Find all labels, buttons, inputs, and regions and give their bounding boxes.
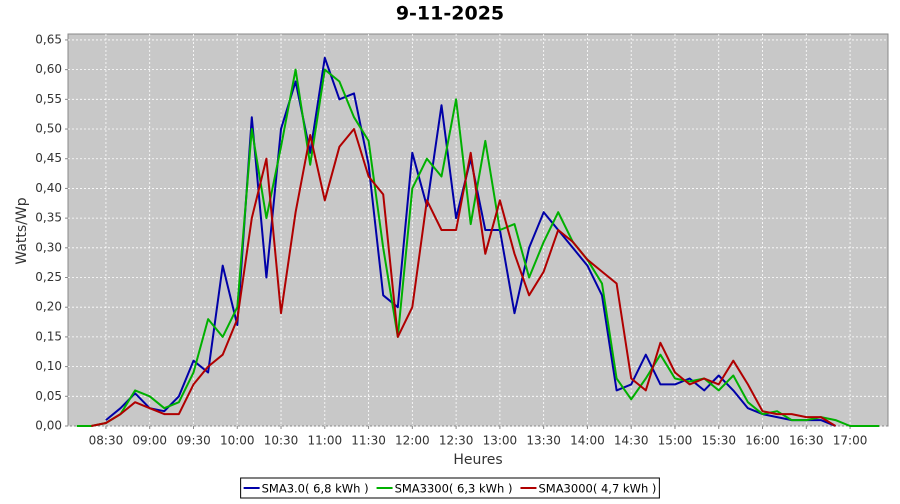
y-tick-label: 0,55	[35, 92, 62, 106]
y-tick-label: 0,65	[35, 32, 62, 46]
legend-box	[240, 477, 660, 499]
x-tick-label: 08:30	[89, 434, 124, 448]
x-tick-label: 09:30	[176, 434, 211, 448]
x-tick-label: 12:00	[395, 434, 430, 448]
y-tick-label: 0,35	[35, 211, 62, 225]
x-tick-label: 16:00	[745, 434, 780, 448]
x-tick-label: 11:00	[308, 434, 343, 448]
x-tick-label: 17:00	[833, 434, 868, 448]
x-tick-label: 11:30	[351, 434, 386, 448]
y-tick-label: 0,10	[35, 359, 62, 373]
y-tick-label: 0,50	[35, 122, 62, 136]
legend-label: SMA3300( 6,3 kWh )	[395, 482, 513, 496]
y-tick-label: 0,30	[35, 240, 62, 254]
y-tick-label: 0,40	[35, 181, 62, 195]
x-tick-label: 09:00	[132, 434, 167, 448]
x-tick-label: 16:30	[789, 434, 824, 448]
y-tick-label: 0,15	[35, 329, 62, 343]
legend-label: SMA3000( 4,7 kWh )	[538, 482, 656, 496]
series-line	[91, 128, 837, 427]
x-axis-label: Heures	[453, 452, 502, 468]
y-axis-label: Watts/Wp	[14, 197, 30, 264]
x-tick-label: 15:00	[658, 434, 693, 448]
x-tick-label: 13:00	[483, 434, 518, 448]
x-tick-label: 10:30	[264, 434, 299, 448]
legend: SMA3.0( 6,8 kWh ) SMA3300( 6,3 kWh ) SMA30…	[240, 477, 660, 499]
y-tick-label: 0,45	[35, 151, 62, 165]
x-tick-label: 13:30	[526, 434, 561, 448]
x-tick-label: 10:00	[220, 434, 255, 448]
y-tick-label: 0,05	[35, 389, 62, 403]
x-tick-label: 15:30	[701, 434, 736, 448]
x-tick-label: 12:30	[439, 434, 474, 448]
y-tick-label: 0,20	[35, 300, 62, 314]
y-tick-label: 0,60	[35, 62, 62, 76]
legend-label: SMA3.0( 6,8 kWh )	[262, 482, 369, 496]
y-tick-label: 0,00	[35, 419, 62, 433]
chart-title: 9-11-2025	[396, 3, 504, 25]
series-line	[76, 68, 880, 427]
y-tick-label: 0,25	[35, 270, 62, 284]
x-tick-label: 14:00	[570, 434, 605, 448]
x-tick-label: 14:30	[614, 434, 649, 448]
